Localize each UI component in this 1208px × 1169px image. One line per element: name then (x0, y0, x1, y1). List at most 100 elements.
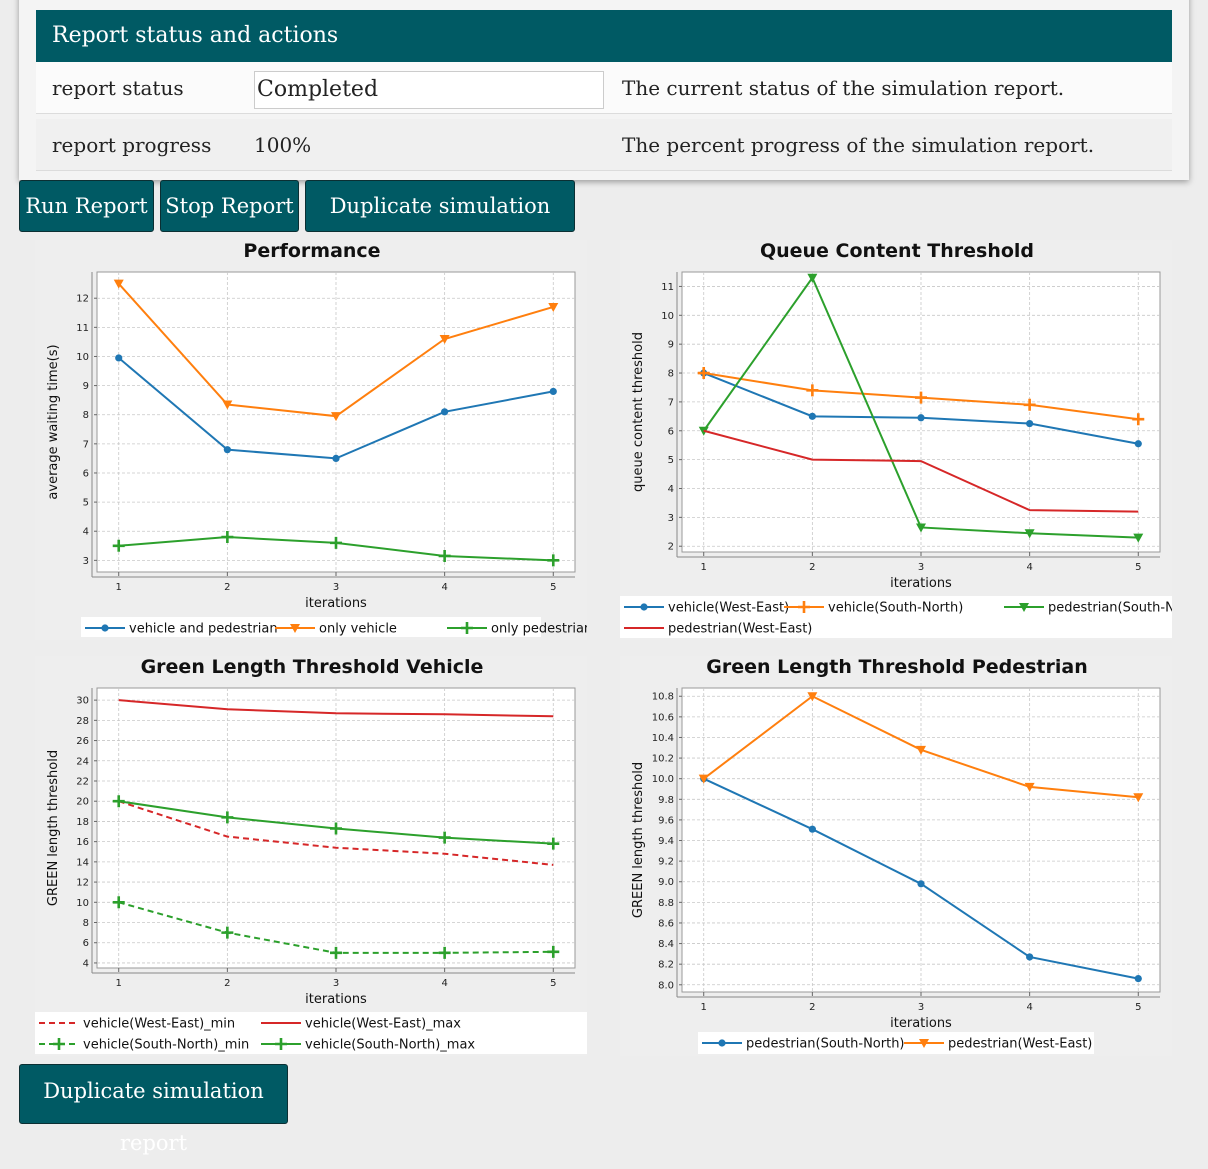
x-tick-label: 2 (809, 1002, 815, 1013)
legend-marker (53, 1038, 65, 1050)
data-point (916, 745, 926, 755)
y-tick-label: 6 (83, 938, 89, 949)
legend-marker (919, 1039, 929, 1048)
y-tick-label: 11 (661, 282, 674, 293)
legend-label: vehicle(South-North)_min (83, 1038, 249, 1053)
y-tick-label: 5 (83, 498, 89, 509)
chart-title: Queue Content Threshold (760, 240, 1034, 262)
legend-label: vehicle(South-North)_max (305, 1038, 475, 1053)
data-point (697, 367, 710, 380)
data-point (698, 774, 709, 784)
legend-label: pedestrian(West-East) (948, 1037, 1092, 1052)
data-point (1132, 413, 1145, 426)
data-point (112, 539, 125, 552)
duplicate-report-bottom-button[interactable]: Duplicate simulation report (19, 1064, 288, 1155)
series-line (703, 429, 1139, 513)
data-point (807, 273, 818, 283)
chart-title: Green Length Threshold Vehicle (141, 656, 484, 678)
x-tick-label: 3 (918, 1002, 924, 1013)
y-tick-label: 30 (76, 696, 89, 707)
y-tick-label: 12 (76, 878, 89, 889)
data-point (441, 408, 449, 416)
data-point (439, 334, 450, 344)
x-tick-label: 3 (918, 562, 924, 573)
y-tick-label: 8 (83, 410, 89, 421)
y-tick-label: 11 (76, 323, 89, 334)
y-tick-label: 9 (83, 381, 89, 392)
legend-box (35, 1012, 587, 1054)
y-tick-label: 10 (661, 311, 674, 322)
y-tick-label: 7 (83, 439, 89, 450)
y-tick-label: 4 (83, 527, 89, 538)
y-tick-label: 10.8 (652, 692, 674, 703)
data-point (549, 387, 557, 396)
legend-label: pedestrian(West-East) (668, 622, 812, 637)
legend-label: only pedestrian (491, 622, 587, 637)
y-tick-label: 3 (83, 556, 89, 567)
x-tick-label: 4 (1026, 562, 1032, 573)
legend-marker (640, 603, 648, 611)
x-tick-label: 2 (809, 562, 815, 573)
legend-marker (275, 1038, 287, 1050)
y-tick-label: 8 (668, 369, 674, 380)
y-tick-label: 8.0 (658, 980, 674, 991)
y-tick-label: 10.0 (652, 774, 674, 785)
duplicate-report-button[interactable]: Duplicate simulation report (305, 180, 575, 268)
legend-marker (101, 624, 109, 632)
y-tick-label: 14 (76, 857, 89, 868)
queue-content-threshold-chart: Queue Content Threshold 2 3 4 5 6 7 8 9 10 11 1 2 3 4 5… (620, 240, 1172, 640)
report-status-panel: Report status and actions report status … (19, 0, 1189, 180)
chart-title: Performance (243, 240, 380, 262)
data-point (1133, 533, 1144, 543)
legend-label: vehicle(South-North) (828, 601, 963, 616)
y-tick-label: 6 (83, 468, 89, 479)
data-point (547, 837, 560, 850)
data-point (1026, 953, 1034, 961)
legend-marker (290, 624, 300, 633)
data-point (1024, 782, 1035, 792)
report-progress-label: report progress (52, 133, 212, 157)
y-tick-label: 9 (668, 340, 674, 351)
x-axis-label: iterations (305, 992, 367, 1007)
report-status-description: The current status of the simulation rep… (622, 76, 1065, 100)
legend-box (698, 1032, 1094, 1054)
data-point (1133, 793, 1144, 803)
stop-report-button[interactable]: Stop Report (160, 180, 299, 232)
data-point (330, 822, 342, 835)
y-tick-label: 9.2 (658, 857, 674, 868)
data-point (916, 523, 926, 533)
legend-marker (798, 601, 810, 613)
y-tick-label: 9.8 (658, 795, 674, 806)
legend-label: only vehicle (319, 622, 397, 637)
data-point (115, 354, 123, 362)
legend-marker (1019, 603, 1029, 612)
y-tick-label: 8.8 (658, 898, 674, 909)
y-tick-label: 9.6 (658, 815, 674, 826)
green-length-pedestrian-chart: Green Length Threshold Pedestrian 8.0 8.2 8… (620, 656, 1172, 1056)
data-point (330, 946, 342, 959)
panel-title: Report status and actions (36, 10, 1172, 62)
y-tick-label: 12 (76, 294, 89, 305)
y-tick-label: 16 (76, 837, 89, 848)
data-point (1026, 419, 1034, 428)
data-point (112, 896, 125, 909)
data-point (915, 391, 927, 404)
legend-label: vehicle and pedestrian (129, 622, 278, 637)
data-point (438, 831, 451, 844)
y-tick-label: 7 (668, 397, 674, 408)
data-point (221, 811, 234, 824)
chart-title: Green Length Threshold Pedestrian (706, 656, 1088, 678)
y-tick-label: 8 (83, 918, 89, 929)
x-tick-label: 2 (224, 978, 230, 989)
report-status-field[interactable]: Completed (254, 71, 604, 109)
x-tick-label: 1 (116, 582, 122, 593)
legend-marker (718, 1039, 726, 1047)
x-tick-label: 1 (116, 978, 122, 989)
y-tick-label: 8.6 (658, 918, 674, 929)
y-tick-label: 4 (83, 958, 89, 969)
x-tick-label: 1 (701, 562, 707, 573)
y-tick-label: 10 (76, 898, 89, 909)
legend-label: vehicle(West-East) (668, 601, 789, 616)
y-tick-label: 28 (76, 716, 89, 727)
run-report-button[interactable]: Run Report (19, 180, 154, 232)
